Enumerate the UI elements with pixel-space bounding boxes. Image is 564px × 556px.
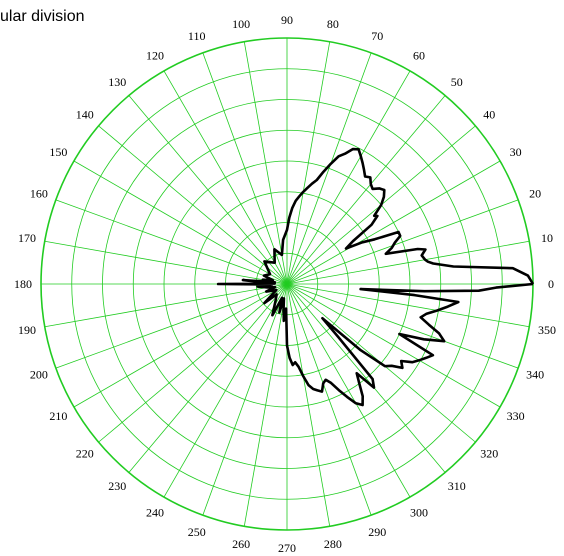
grid-spoke xyxy=(286,283,446,473)
series-layer xyxy=(216,147,535,407)
angle-label: 270 xyxy=(278,541,296,555)
grid-spoke xyxy=(128,283,288,473)
grid-spoke xyxy=(202,52,288,285)
grid-spoke xyxy=(286,52,372,285)
grid-spoke xyxy=(202,283,288,516)
angle-label: 120 xyxy=(146,48,164,62)
angle-label: 60 xyxy=(413,48,425,62)
grid-spoke xyxy=(286,160,501,285)
polar-grid xyxy=(40,37,534,531)
angle-label: 280 xyxy=(324,537,342,551)
angle-label: 50 xyxy=(451,75,463,89)
grid-spoke xyxy=(286,199,519,285)
angle-label: 20 xyxy=(529,187,541,201)
angle-label: 80 xyxy=(327,17,339,31)
angle-label: 40 xyxy=(483,107,495,121)
angle-label: 110 xyxy=(188,29,206,43)
grid-spoke xyxy=(286,70,411,285)
grid-spoke xyxy=(286,283,372,516)
angle-label: 250 xyxy=(188,525,206,539)
chart-title: ular division xyxy=(0,8,85,25)
grid-spoke xyxy=(163,70,288,285)
angle-label: 220 xyxy=(76,447,94,461)
grid-spoke xyxy=(286,283,331,527)
grid-spoke xyxy=(98,125,288,285)
angle-labels: 0 10 20 30 40 50 60 70 80 90 100 110 120 130 140 150 160… xyxy=(14,13,556,555)
angle-label: 340 xyxy=(526,367,544,381)
angle-label: 260 xyxy=(232,537,250,551)
grid-spoke xyxy=(243,41,288,285)
angle-label: 170 xyxy=(18,231,36,245)
angle-label: 300 xyxy=(410,506,428,520)
angle-label: 310 xyxy=(448,479,466,493)
angle-label: 0 xyxy=(548,277,554,291)
angle-label: 330 xyxy=(507,409,525,423)
grid-spoke xyxy=(128,95,288,285)
angle-label: 160 xyxy=(30,187,48,201)
angle-label: 210 xyxy=(49,409,67,423)
grid-spoke xyxy=(286,283,519,369)
angle-label: 70 xyxy=(371,29,383,43)
grid-spoke xyxy=(55,199,288,285)
grid-spoke xyxy=(286,95,446,285)
grid-spoke xyxy=(55,283,288,369)
angle-label: 30 xyxy=(510,145,522,159)
angle-label: 180 xyxy=(14,277,32,291)
angle-label: 140 xyxy=(76,107,94,121)
angle-label: 350 xyxy=(538,323,556,337)
angle-label: 10 xyxy=(541,231,553,245)
angle-label: 240 xyxy=(146,506,164,520)
grid-spoke xyxy=(286,283,501,408)
series-line xyxy=(216,147,535,407)
grid-spoke xyxy=(163,283,288,498)
angle-label: 200 xyxy=(30,367,48,381)
grid-spoke xyxy=(98,283,288,443)
angle-label: 230 xyxy=(108,479,126,493)
grid-spoke xyxy=(44,240,288,285)
grid-spoke xyxy=(73,283,288,408)
grid-spoke xyxy=(286,283,530,328)
angle-label: 90 xyxy=(281,13,293,27)
angle-label: 150 xyxy=(49,145,67,159)
grid-spoke xyxy=(243,283,288,527)
angle-label: 130 xyxy=(108,75,126,89)
grid-spoke xyxy=(286,283,411,498)
grid-spoke xyxy=(286,240,530,285)
angle-label: 190 xyxy=(18,323,36,337)
angle-label: 100 xyxy=(232,17,250,31)
grid-spoke xyxy=(73,160,288,285)
grid-spoke xyxy=(286,41,331,285)
angle-label: 320 xyxy=(480,447,498,461)
angle-label: 290 xyxy=(368,525,386,539)
grid-spoke xyxy=(44,283,288,328)
